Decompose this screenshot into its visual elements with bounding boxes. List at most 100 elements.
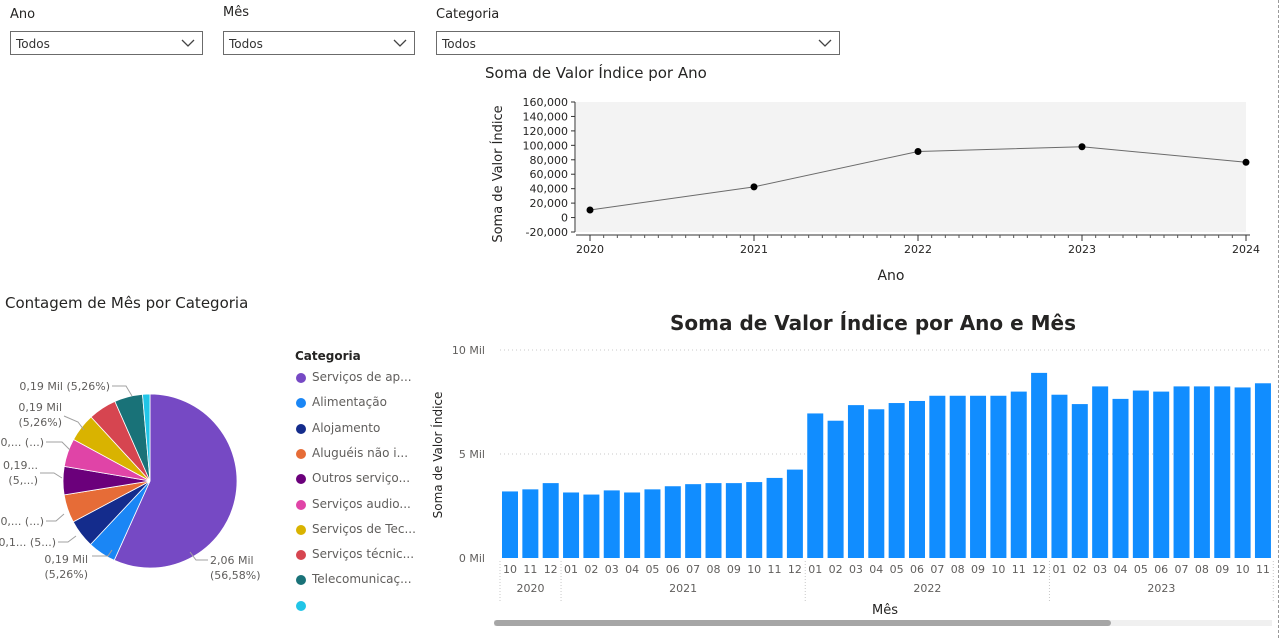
bar-x-month-label: 08 [951,563,965,576]
line-y-tick-label: 20,000 [530,197,569,210]
pie-leader-line [92,549,113,557]
bar-x-month-label: 10 [747,563,761,576]
pie-slice[interactable] [113,393,238,569]
bar[interactable] [1132,390,1149,558]
line-y-tick-label: 140,000 [523,110,569,123]
line-y-tick-label: 100,000 [523,139,569,152]
bar[interactable] [909,400,925,558]
bar[interactable] [1153,391,1170,558]
bar[interactable] [1112,398,1129,558]
bar-x-month-label: 09 [727,563,741,576]
line-y-tick-label: 160,000 [523,96,569,109]
bar-y-tick-label: 0 Mil [459,552,485,565]
bar[interactable] [746,482,763,558]
bar[interactable] [644,489,661,558]
pie-data-label: 0,... (...) [0,515,44,528]
bar-chart-title: Soma de Valor Índice por Ano e Mês [670,311,1077,335]
mes-dropdown[interactable]: Todos [223,31,415,55]
line-point[interactable] [1242,158,1250,166]
bar[interactable] [1092,386,1109,558]
bar[interactable] [847,405,864,558]
bar-x-month-label: 03 [605,563,619,576]
bar[interactable] [888,403,905,558]
bar-x-month-label: 06 [910,563,924,576]
bar[interactable] [725,483,742,558]
line-x-tick-label: 2022 [904,243,932,256]
bar[interactable] [766,477,783,558]
legend-item-label: Outros serviço... [312,471,411,486]
bar[interactable] [786,469,803,558]
bar[interactable] [664,486,681,558]
bar-x-month-label: 07 [686,563,700,576]
bar-x-month-label: 08 [707,563,721,576]
chevron-down-icon[interactable] [817,35,833,51]
bar[interactable] [1010,391,1027,558]
line-point[interactable] [1078,143,1086,151]
chevron-down-icon[interactable] [392,35,408,51]
bar[interactable] [583,494,600,558]
bar[interactable] [827,420,844,558]
bar-x-month-label: 12 [544,563,558,576]
bar[interactable] [502,491,518,558]
bar-x-month-label: 11 [1256,563,1270,576]
pie-data-label: 0,19 Mil (5,26%) [44,553,88,581]
pie-slice[interactable] [142,393,151,482]
bar-x-month-label: 01 [564,563,578,576]
pie-data-label-line: 0,... (...) [0,515,44,528]
bar-x-year-label: 2021 [669,582,697,595]
line-plot-area [576,102,1246,232]
categoria-slicer-label: Categoria [436,7,500,22]
line-x-tick-label: 2023 [1068,243,1096,256]
line-point[interactable] [914,147,922,155]
bar[interactable] [1173,386,1190,558]
bar-x-month-label: 06 [666,563,680,576]
pie-data-label-line: 2,06 Mil [210,554,254,567]
bar[interactable] [1214,386,1231,558]
legend-color-dot [296,398,306,409]
bar[interactable] [868,409,885,558]
bar[interactable] [970,395,987,558]
bar[interactable] [542,483,559,558]
line-y-tick-label: 80,000 [530,154,569,167]
line-point[interactable] [750,183,758,191]
ano-dropdown[interactable]: Todos [10,31,203,55]
bar-x-month-label: 07 [930,563,944,576]
pie-data-label: 0,... (...) [0,436,44,449]
bar[interactable] [1193,386,1210,558]
legend-color-dot [296,600,306,611]
bar[interactable] [1051,394,1068,558]
bar[interactable] [624,492,641,558]
bar-x-month-label: 10 [1236,563,1250,576]
line-point[interactable] [586,206,594,214]
bar[interactable] [807,413,824,558]
bar[interactable] [705,483,722,558]
legend-color-dot [296,474,306,485]
pie-data-label: 0,1... (5...) [0,536,56,549]
bar[interactable] [603,490,620,558]
bar-chart: 0 Mil 5 Mil 10 Mil 10 11 12 01 02 03 04 05 06 07 08 09… [430,344,1274,618]
bar[interactable] [1031,372,1048,558]
pie-data-label-line: (5,26%) [44,568,88,581]
bar[interactable] [1254,383,1271,558]
line-chart: -20,000020,00040,00060,00080,000100,0001… [490,96,1260,284]
bar[interactable] [1071,404,1088,558]
pie-leader-line [189,551,208,561]
legend-item-label: Alojamento [312,420,381,435]
bar[interactable] [522,489,539,558]
bar-y-tick-label: 10 Mil [452,344,485,357]
bar-x-year-label: 2020 [517,582,545,595]
bar[interactable] [929,395,946,558]
bar-x-month-label: 12 [788,563,802,576]
pie-data-label-line: 0,19... [3,459,38,472]
chevron-down-icon[interactable] [180,35,196,51]
bar[interactable] [563,492,580,558]
bar[interactable] [990,395,1007,558]
line-x-axis-title: Ano [877,268,904,284]
bar-x-month-label: 06 [1154,563,1168,576]
bar[interactable] [949,395,966,558]
categoria-dropdown[interactable]: Todos [436,31,840,55]
bar[interactable] [1234,387,1251,558]
bar[interactable] [685,484,702,558]
bar-chart-scrollbar[interactable] [494,620,1111,626]
bar-x-month-label: 10 [991,563,1005,576]
